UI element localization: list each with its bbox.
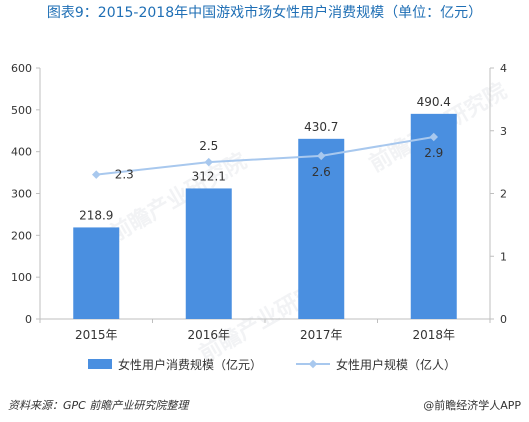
bar [410,113,457,319]
bar [185,188,232,319]
bar-data-label: 430.7 [304,120,338,134]
legend-bar-label: 女性用户消费规模（亿元） [118,357,262,372]
y-right-tick-label: 3 [500,125,507,138]
y-left-tick-label: 100 [11,271,32,284]
line-point [92,170,101,179]
legend-line-marker [308,359,318,369]
y-right-tick-label: 1 [500,250,507,263]
data-labels: 218.9 312.1 430.7 490.4 2.3 2.5 2.6 2.9 [79,95,451,223]
y-right-tick-label: 0 [500,313,507,326]
bars [73,113,457,319]
brand-note: @前瞻经济学人APP [423,399,521,412]
source-note: 资料来源：GPC 前瞻产业研究院整理 [8,399,189,412]
legend-line-label: 女性用户规模（亿人） [336,357,456,372]
y-left-tick-label: 300 [11,188,32,201]
y-right-tick-label: 4 [500,62,507,75]
legend-bar-swatch [88,359,112,369]
line-data-label: 2.5 [199,139,218,153]
bar [73,227,120,319]
y-left-tick-label: 500 [11,104,32,117]
line-point [317,151,326,161]
y-left-tick-label: 0 [25,313,32,326]
bar [298,138,345,319]
chart-title: 图表9：2015-2018年中国游戏市场女性用户消费规模（单位：亿元） [46,5,483,21]
x-tick-label: 2017年 [300,328,343,342]
line-point [429,132,438,142]
line-data-label: 2.6 [312,165,331,179]
bar-data-label: 218.9 [79,208,113,222]
line-data-label: 2.9 [424,146,443,160]
line-series [92,132,438,179]
line-point [204,157,213,167]
y-left-tick-label: 400 [11,146,32,159]
y-right-tick-label: 2 [500,188,507,201]
x-tick-label: 2016年 [187,328,230,342]
line-data-label: 2.3 [115,168,134,182]
y-left-tick-label: 600 [11,62,32,75]
bar-data-label: 490.4 [417,95,451,109]
x-tick-label: 2015年 [75,328,118,342]
bar-data-label: 312.1 [192,169,226,183]
x-tick-label: 2018年 [412,328,455,342]
line-path [96,136,434,176]
y-left-tick-label: 200 [11,229,32,242]
legend: 女性用户消费规模（亿元） 女性用户规模（亿人） [88,357,456,372]
